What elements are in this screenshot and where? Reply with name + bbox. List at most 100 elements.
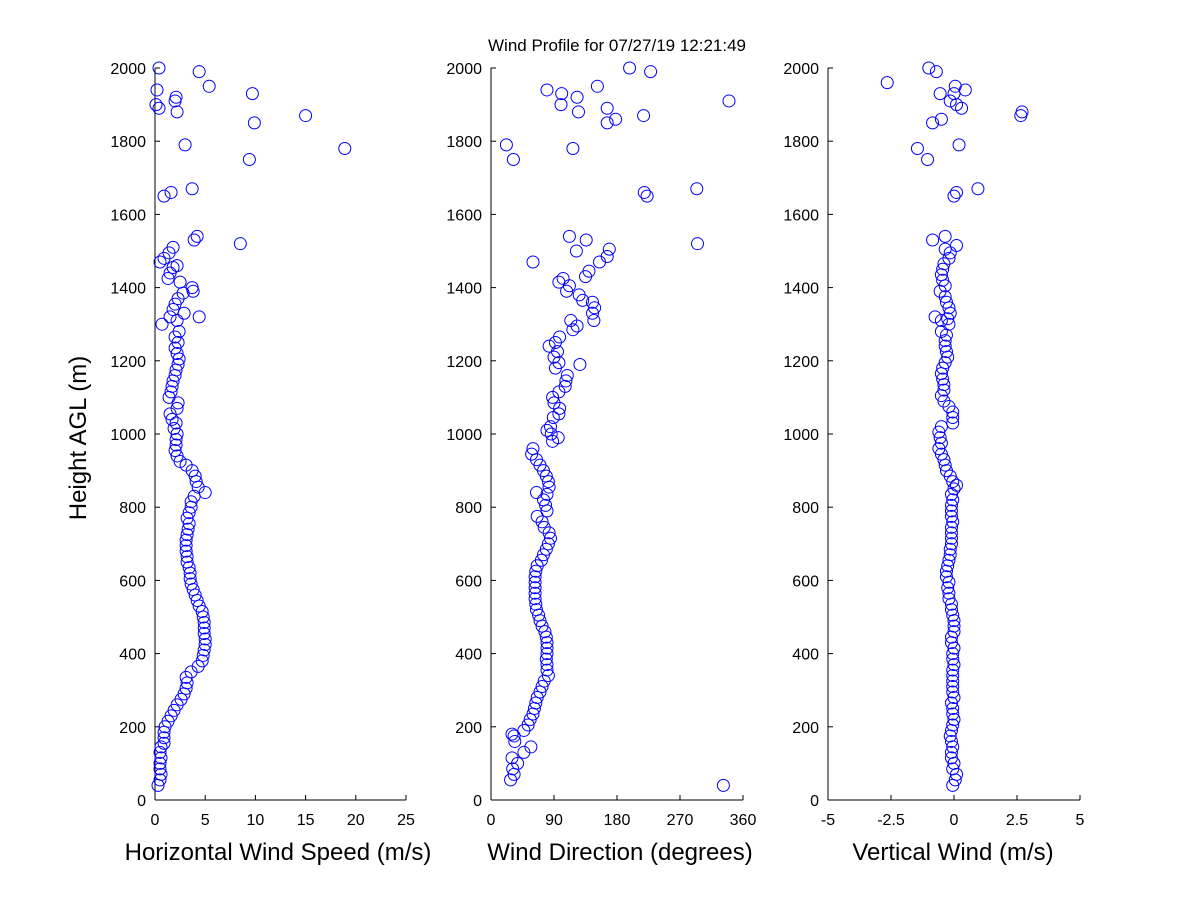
- data-point: [586, 306, 599, 320]
- data-point: [623, 61, 637, 75]
- data-point: [943, 94, 957, 108]
- data-point: [572, 288, 586, 302]
- data-point: [539, 542, 553, 556]
- data-point: [529, 564, 543, 578]
- data-point: [338, 142, 352, 156]
- data-point: [153, 756, 167, 770]
- y-tick-label: 600: [792, 573, 819, 590]
- data-point: [170, 346, 184, 360]
- data-point: [600, 249, 614, 263]
- data-point: [926, 233, 940, 247]
- y-tick-label: 1200: [783, 354, 819, 371]
- y-tick-label: 600: [119, 573, 146, 590]
- data-point: [947, 691, 961, 705]
- data-point: [948, 79, 962, 93]
- data-point: [540, 423, 554, 437]
- data-point: [169, 90, 183, 104]
- data-point: [938, 229, 952, 243]
- data-point: [946, 702, 960, 715]
- x-axis-label: Wind Direction (degrees): [487, 839, 752, 866]
- data-point: [582, 264, 596, 278]
- data-point: [950, 239, 964, 253]
- data-point: [539, 630, 553, 644]
- data-point: [541, 537, 555, 551]
- data-point: [946, 663, 960, 677]
- data-point: [530, 509, 544, 523]
- data-point: [944, 520, 958, 534]
- data-point: [947, 619, 961, 633]
- data-point: [609, 112, 623, 126]
- x-tick-label: 10: [247, 812, 265, 829]
- data-point: [150, 83, 164, 97]
- data-point: [540, 663, 554, 677]
- data-point: [152, 101, 166, 115]
- data-point: [941, 312, 955, 326]
- data-point: [192, 310, 206, 324]
- data-point: [946, 475, 960, 489]
- data-point: [528, 575, 542, 589]
- x-tick-label: 90: [545, 812, 563, 829]
- data-point: [566, 323, 580, 337]
- y-tick-label: 2000: [783, 61, 819, 78]
- data-point: [943, 548, 957, 562]
- data-point: [937, 383, 951, 397]
- data-point: [171, 357, 185, 371]
- data-point: [157, 189, 171, 203]
- data-point: [166, 303, 180, 317]
- data-point: [154, 740, 168, 754]
- data-point: [540, 636, 554, 650]
- data-point: [921, 153, 935, 166]
- data-point: [179, 681, 193, 695]
- data-point: [558, 379, 572, 393]
- data-point: [153, 762, 167, 776]
- data-point: [560, 368, 574, 382]
- data-point: [540, 83, 554, 97]
- data-point: [934, 447, 948, 461]
- data-point: [529, 696, 543, 710]
- data-point: [526, 255, 540, 269]
- data-point: [946, 718, 960, 732]
- data-point: [180, 550, 194, 564]
- data-point: [946, 416, 960, 430]
- data-point: [233, 237, 247, 251]
- data-point: [157, 736, 171, 750]
- y-tick-label: 1400: [783, 281, 819, 298]
- data-point: [528, 592, 542, 606]
- data-point: [528, 586, 542, 600]
- x-tick-label: 20: [347, 812, 365, 829]
- data-point: [242, 153, 256, 166]
- data-point: [950, 478, 964, 492]
- data-point: [939, 295, 953, 309]
- y-tick-label: 0: [137, 793, 146, 810]
- data-point: [926, 116, 940, 130]
- y-tick-label: 200: [455, 720, 482, 737]
- x-tick-label: 2.5: [1006, 812, 1028, 829]
- data-point: [170, 259, 184, 273]
- data-point: [880, 76, 894, 90]
- y-tick-label: 1800: [110, 134, 146, 151]
- x-tick-label: 5: [201, 812, 210, 829]
- data-point: [530, 486, 543, 500]
- y-tick-label: 1000: [783, 427, 819, 444]
- data-point: [947, 482, 961, 496]
- data-point: [946, 707, 960, 721]
- data-point: [192, 65, 206, 79]
- data-point: [180, 528, 194, 542]
- data-point: [170, 401, 184, 415]
- data-point: [716, 778, 730, 792]
- data-point: [946, 680, 960, 694]
- data-point: [556, 271, 570, 285]
- data-point: [526, 442, 540, 456]
- data-point: [722, 94, 736, 108]
- data-point: [153, 255, 167, 269]
- y-tick-label: 800: [119, 500, 146, 517]
- data-point: [936, 262, 950, 276]
- data-point: [947, 712, 961, 726]
- data-point: [506, 153, 520, 166]
- data-point: [570, 90, 584, 104]
- data-point: [950, 185, 964, 199]
- data-point: [946, 608, 960, 622]
- y-tick-label: 800: [792, 500, 819, 517]
- data-point: [155, 317, 169, 331]
